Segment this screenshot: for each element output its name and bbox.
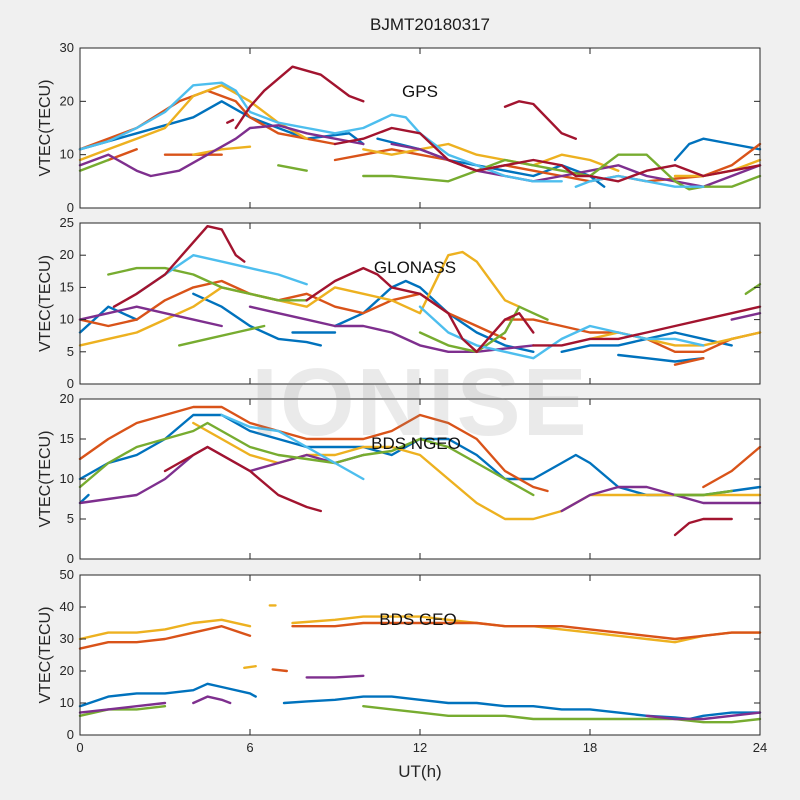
x-tick-label: 24 <box>753 740 767 755</box>
series-line-5 <box>78 625 252 650</box>
series-line-22 <box>226 118 235 124</box>
series-line-10 <box>78 705 167 717</box>
y-axis-label: VTEC(TECU) <box>37 431 54 528</box>
series-line-15 <box>107 266 308 302</box>
chart-title: BJMT20180317 <box>370 15 490 34</box>
series-line-3 <box>78 405 549 493</box>
series-line-19 <box>234 65 365 130</box>
series-line-12 <box>78 701 167 714</box>
x-axis-label: UT(h) <box>398 762 441 781</box>
series-line-2 <box>192 292 322 347</box>
y-tick-label: 20 <box>60 663 74 678</box>
y-tick-label: 0 <box>67 551 74 566</box>
series-line-21 <box>503 100 577 140</box>
y-axis-label: VTEC(TECU) <box>37 80 54 177</box>
y-tick-label: 30 <box>60 631 74 646</box>
y-tick-label: 20 <box>60 247 74 262</box>
series-line-12 <box>673 517 733 537</box>
series-line-4 <box>333 279 535 353</box>
plot-area <box>80 399 760 559</box>
series-line-8 <box>78 682 257 708</box>
series-line-1 <box>78 305 138 334</box>
series-line-18 <box>574 174 705 188</box>
x-tick-label: 0 <box>76 740 83 755</box>
y-tick-label: 0 <box>67 200 74 215</box>
series-line-11 <box>163 445 322 513</box>
y-tick-label: 10 <box>60 312 74 327</box>
y-tick-label: 15 <box>60 431 74 446</box>
series-line-23 <box>532 305 762 347</box>
series-line-8 <box>78 84 308 162</box>
y-tick-label: 10 <box>60 147 74 162</box>
series-line-5 <box>333 142 762 183</box>
series-line-7 <box>271 668 288 673</box>
series-line-9 <box>673 357 705 366</box>
series-line-12 <box>78 305 223 328</box>
series-line-1 <box>78 618 252 641</box>
panel-label: GLONASS <box>374 258 456 277</box>
panel-gps: 0 10 20 30 VTEC(TECU) GPS <box>37 40 762 215</box>
series-line-8 <box>78 421 535 497</box>
series-line-12 <box>78 124 365 178</box>
watermark: IONISE <box>251 349 588 456</box>
series-line-22 <box>305 266 535 353</box>
series-line-4 <box>702 445 762 489</box>
series-line-3 <box>673 137 762 162</box>
y-tick-label: 40 <box>60 599 74 614</box>
series-line-15 <box>645 711 762 721</box>
y-tick-label: 15 <box>60 279 74 294</box>
series-line-13 <box>248 305 535 353</box>
series-line-6 <box>291 621 762 641</box>
series-line-20 <box>418 305 705 360</box>
series-line-21 <box>112 225 246 308</box>
y-tick-label: 10 <box>60 695 74 710</box>
panel-glonass: 0 5 10 15 20 25 VTEC(TECU) GLONASS <box>37 215 762 391</box>
series-line-6 <box>617 353 705 363</box>
y-axis-label: VTEC(TECU) <box>37 607 54 704</box>
y-tick-label: 0 <box>67 376 74 391</box>
y-tick-label: 30 <box>60 40 74 55</box>
panel-label: BDS NGEO <box>371 434 461 453</box>
series-line-13 <box>192 695 232 705</box>
panels: 0 10 20 30 VTEC(TECU) GPS 0 5 10 15 20 25 VTEC(TECU)… <box>37 40 767 755</box>
y-tick-label: 5 <box>67 511 74 526</box>
panel-label: BDS GEO <box>379 610 456 629</box>
series-line-10 <box>220 413 365 481</box>
x-tick-label: 18 <box>583 740 597 755</box>
series-line-7 <box>560 485 762 513</box>
series-line-9 <box>673 489 733 497</box>
y-tick-label: 0 <box>67 727 74 742</box>
series-line-18 <box>744 283 762 295</box>
y-tick-label: 20 <box>60 93 74 108</box>
series-line-14 <box>305 674 365 679</box>
series-line-14 <box>730 312 762 321</box>
series-line-1 <box>78 413 762 497</box>
series-line-20 <box>333 126 762 183</box>
panel-label: GPS <box>402 82 438 101</box>
series-line-14 <box>78 158 110 172</box>
series-line-17 <box>418 305 549 353</box>
plot-area <box>80 575 760 735</box>
y-tick-label: 50 <box>60 567 74 582</box>
panel-bds-geo: 0 10 20 30 40 50 0 6 12 18 24 VTEC(TECU) BDS GEO <box>37 567 767 755</box>
panel-bds-ngeo: 0 5 10 15 20 VTEC(TECU) BDS NGEO <box>37 391 762 566</box>
x-tick-label: 12 <box>413 740 427 755</box>
series-line-16 <box>362 153 762 191</box>
y-axis-label: VTEC(TECU) <box>37 255 54 352</box>
y-tick-label: 5 <box>67 344 74 359</box>
series-line-11 <box>192 145 252 156</box>
series-line-16 <box>178 324 266 347</box>
x-tick-label: 6 <box>246 740 253 755</box>
series-line-9 <box>362 142 620 172</box>
series-line-10 <box>78 250 521 347</box>
series-line-15 <box>277 164 308 172</box>
y-tick-label: 20 <box>60 391 74 406</box>
series-line-11 <box>362 705 762 724</box>
series-line-3 <box>243 665 257 669</box>
y-tick-label: 10 <box>60 471 74 486</box>
series-line-17 <box>78 81 563 183</box>
y-tick-label: 25 <box>60 215 74 230</box>
